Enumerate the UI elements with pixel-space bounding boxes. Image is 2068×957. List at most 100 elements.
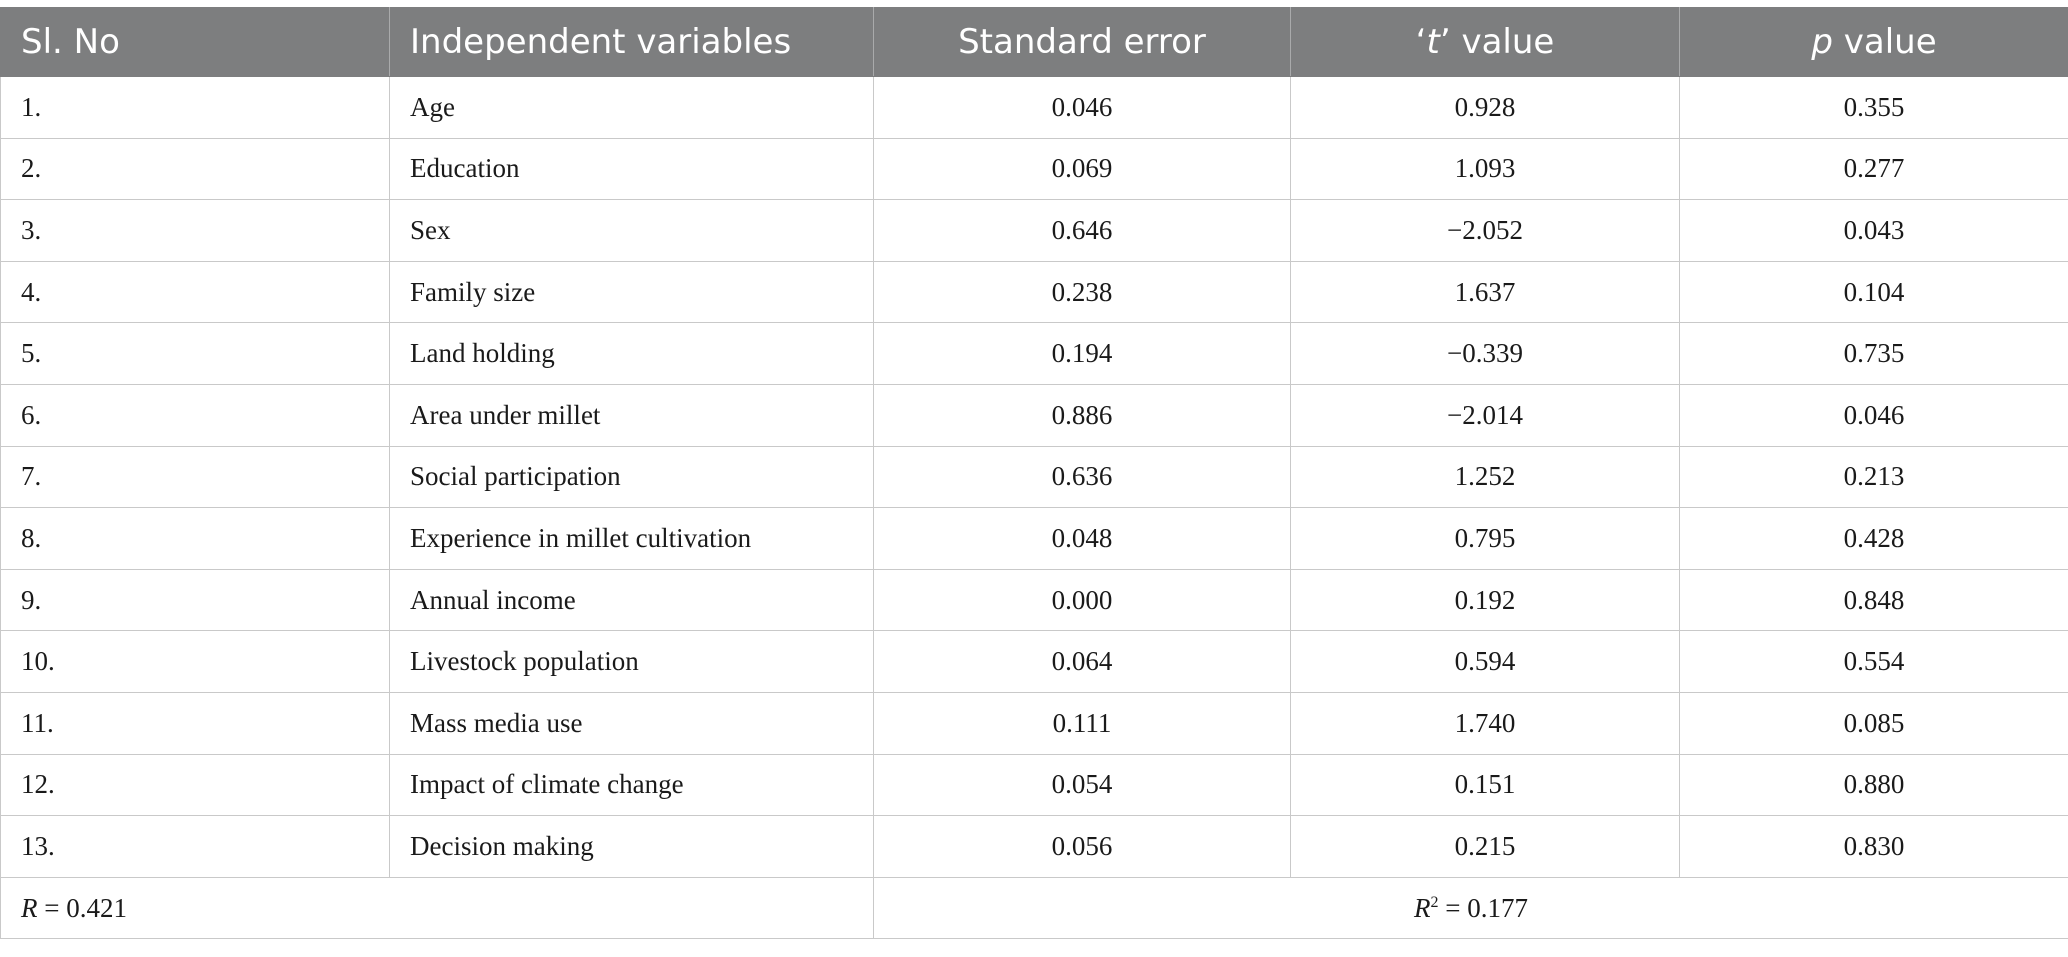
r-rest: = 0.421 xyxy=(37,892,127,923)
table-body: 1. Age 0.046 0.928 0.355 2. Education 0.069 1.09… xyxy=(0,76,2068,940)
regression-table: Sl. No Independent variables Standard er… xyxy=(0,7,2068,940)
table-header: Sl. No Independent variables Standard er… xyxy=(0,7,2068,77)
r-var: R xyxy=(21,892,38,923)
table-row: 13. Decision making 0.056 0.215 0.830 xyxy=(0,815,2068,878)
cell-t-value: 0.215 xyxy=(1290,815,1680,878)
cell-variable: Mass media use xyxy=(389,691,874,755)
cell-sl-no: 6. xyxy=(0,383,390,447)
cell-standard-error: 0.069 xyxy=(873,137,1291,201)
table-row: 12. Impact of climate change 0.054 0.151 0.8… xyxy=(0,753,2068,817)
cell-standard-error: 0.646 xyxy=(873,199,1291,262)
table-row: 8. Experience in millet cultivation 0.048 0… xyxy=(0,507,2068,570)
cell-standard-error: 0.111 xyxy=(873,691,1291,755)
table-row: 6. Area under millet 0.886 −2.014 0.046 xyxy=(0,383,2068,447)
t-value-suffix: value xyxy=(1450,21,1555,62)
cell-standard-error: 0.886 xyxy=(873,383,1291,447)
cell-variable: Livestock population xyxy=(389,630,874,693)
cell-sl-no: 5. xyxy=(0,322,390,385)
cell-variable: Family size xyxy=(389,260,874,324)
t-value-quote-close: ’ xyxy=(1439,21,1451,62)
cell-standard-error: 0.056 xyxy=(873,815,1291,878)
cell-variable: Age xyxy=(389,76,874,139)
cell-t-value: −0.339 xyxy=(1290,322,1680,385)
cell-p-value: 0.043 xyxy=(1679,199,2068,262)
header-standard-error: Standard error xyxy=(873,7,1291,77)
cell-standard-error: 0.238 xyxy=(873,260,1291,324)
cell-p-value: 0.046 xyxy=(1679,383,2068,447)
cell-p-value: 0.830 xyxy=(1679,815,2068,878)
cell-t-value: 1.637 xyxy=(1290,260,1680,324)
table-row: 3. Sex 0.646 −2.052 0.043 xyxy=(0,199,2068,262)
cell-sl-no: 7. xyxy=(0,445,390,509)
cell-t-value: 1.093 xyxy=(1290,137,1680,201)
cell-p-value: 0.355 xyxy=(1679,76,2068,139)
cell-sl-no: 11. xyxy=(0,691,390,755)
cell-t-value: −2.014 xyxy=(1290,383,1680,447)
cell-sl-no: 8. xyxy=(0,507,390,570)
cell-sl-no: 1. xyxy=(0,76,390,139)
table-row: 11. Mass media use 0.111 1.740 0.085 xyxy=(0,691,2068,755)
cell-p-value: 0.213 xyxy=(1679,445,2068,509)
cell-standard-error: 0.048 xyxy=(873,507,1291,570)
cell-variable: Education xyxy=(389,137,874,201)
cell-standard-error: 0.054 xyxy=(873,753,1291,817)
cell-p-value: 0.735 xyxy=(1679,322,2068,385)
cell-p-value: 0.880 xyxy=(1679,753,2068,817)
cell-variable: Impact of climate change xyxy=(389,753,874,817)
cell-t-value: 0.192 xyxy=(1290,568,1680,632)
header-independent-variables: Independent variables xyxy=(389,7,874,77)
cell-variable: Sex xyxy=(389,199,874,262)
cell-standard-error: 0.046 xyxy=(873,76,1291,139)
cell-p-value: 0.277 xyxy=(1679,137,2068,201)
t-value-var: t xyxy=(1426,21,1440,62)
cell-sl-no: 9. xyxy=(0,568,390,632)
cell-sl-no: 4. xyxy=(0,260,390,324)
r-squared-statistic: R2 = 0.177 xyxy=(873,876,2068,940)
cell-variable: Annual income xyxy=(389,568,874,632)
table-row: 5. Land holding 0.194 −0.339 0.735 xyxy=(0,322,2068,385)
table-row: 2. Education 0.069 1.093 0.277 xyxy=(0,137,2068,201)
cell-variable: Experience in millet cultivation xyxy=(389,507,874,570)
cell-p-value: 0.554 xyxy=(1679,630,2068,693)
cell-p-value: 0.848 xyxy=(1679,568,2068,632)
cell-t-value: 1.252 xyxy=(1290,445,1680,509)
cell-p-value: 0.104 xyxy=(1679,260,2068,324)
table-row: 9. Annual income 0.000 0.192 0.848 xyxy=(0,568,2068,632)
table-row: 7. Social participation 0.636 1.252 0.213 xyxy=(0,445,2068,509)
header-sl-no: Sl. No xyxy=(0,7,390,77)
header-t-value: ‘t’ value xyxy=(1290,7,1680,77)
cell-standard-error: 0.000 xyxy=(873,568,1291,632)
r2-rest: = 0.177 xyxy=(1438,892,1528,923)
cell-standard-error: 0.636 xyxy=(873,445,1291,509)
cell-p-value: 0.085 xyxy=(1679,691,2068,755)
header-row: Sl. No Independent variables Standard er… xyxy=(0,7,2068,77)
cell-variable: Decision making xyxy=(389,815,874,878)
cell-t-value: 0.795 xyxy=(1290,507,1680,570)
cell-sl-no: 3. xyxy=(0,199,390,262)
cell-sl-no: 12. xyxy=(0,753,390,817)
r2-superscript: 2 xyxy=(1430,893,1439,911)
p-value-suffix: value xyxy=(1832,21,1937,62)
t-value-quote-open: ‘ xyxy=(1415,21,1427,62)
cell-variable: Social participation xyxy=(389,445,874,509)
r-statistic: R = 0.421 xyxy=(0,876,874,940)
cell-t-value: 0.928 xyxy=(1290,76,1680,139)
table-row: 10. Livestock population 0.064 0.594 0.554 xyxy=(0,630,2068,693)
cell-t-value: 0.151 xyxy=(1290,753,1680,817)
cell-t-value: 0.594 xyxy=(1290,630,1680,693)
cell-sl-no: 2. xyxy=(0,137,390,201)
table-row: 4. Family size 0.238 1.637 0.104 xyxy=(0,260,2068,324)
cell-sl-no: 10. xyxy=(0,630,390,693)
regression-table-container: Sl. No Independent variables Standard er… xyxy=(0,7,2068,940)
p-value-var: p xyxy=(1811,21,1833,62)
cell-t-value: 1.740 xyxy=(1290,691,1680,755)
cell-p-value: 0.428 xyxy=(1679,507,2068,570)
cell-variable: Land holding xyxy=(389,322,874,385)
table-row: 1. Age 0.046 0.928 0.355 xyxy=(0,76,2068,139)
cell-t-value: −2.052 xyxy=(1290,199,1680,262)
cell-sl-no: 13. xyxy=(0,815,390,878)
cell-standard-error: 0.064 xyxy=(873,630,1291,693)
cell-variable: Area under millet xyxy=(389,383,874,447)
r2-var: R xyxy=(1414,892,1431,923)
header-p-value: p value xyxy=(1679,7,2068,77)
